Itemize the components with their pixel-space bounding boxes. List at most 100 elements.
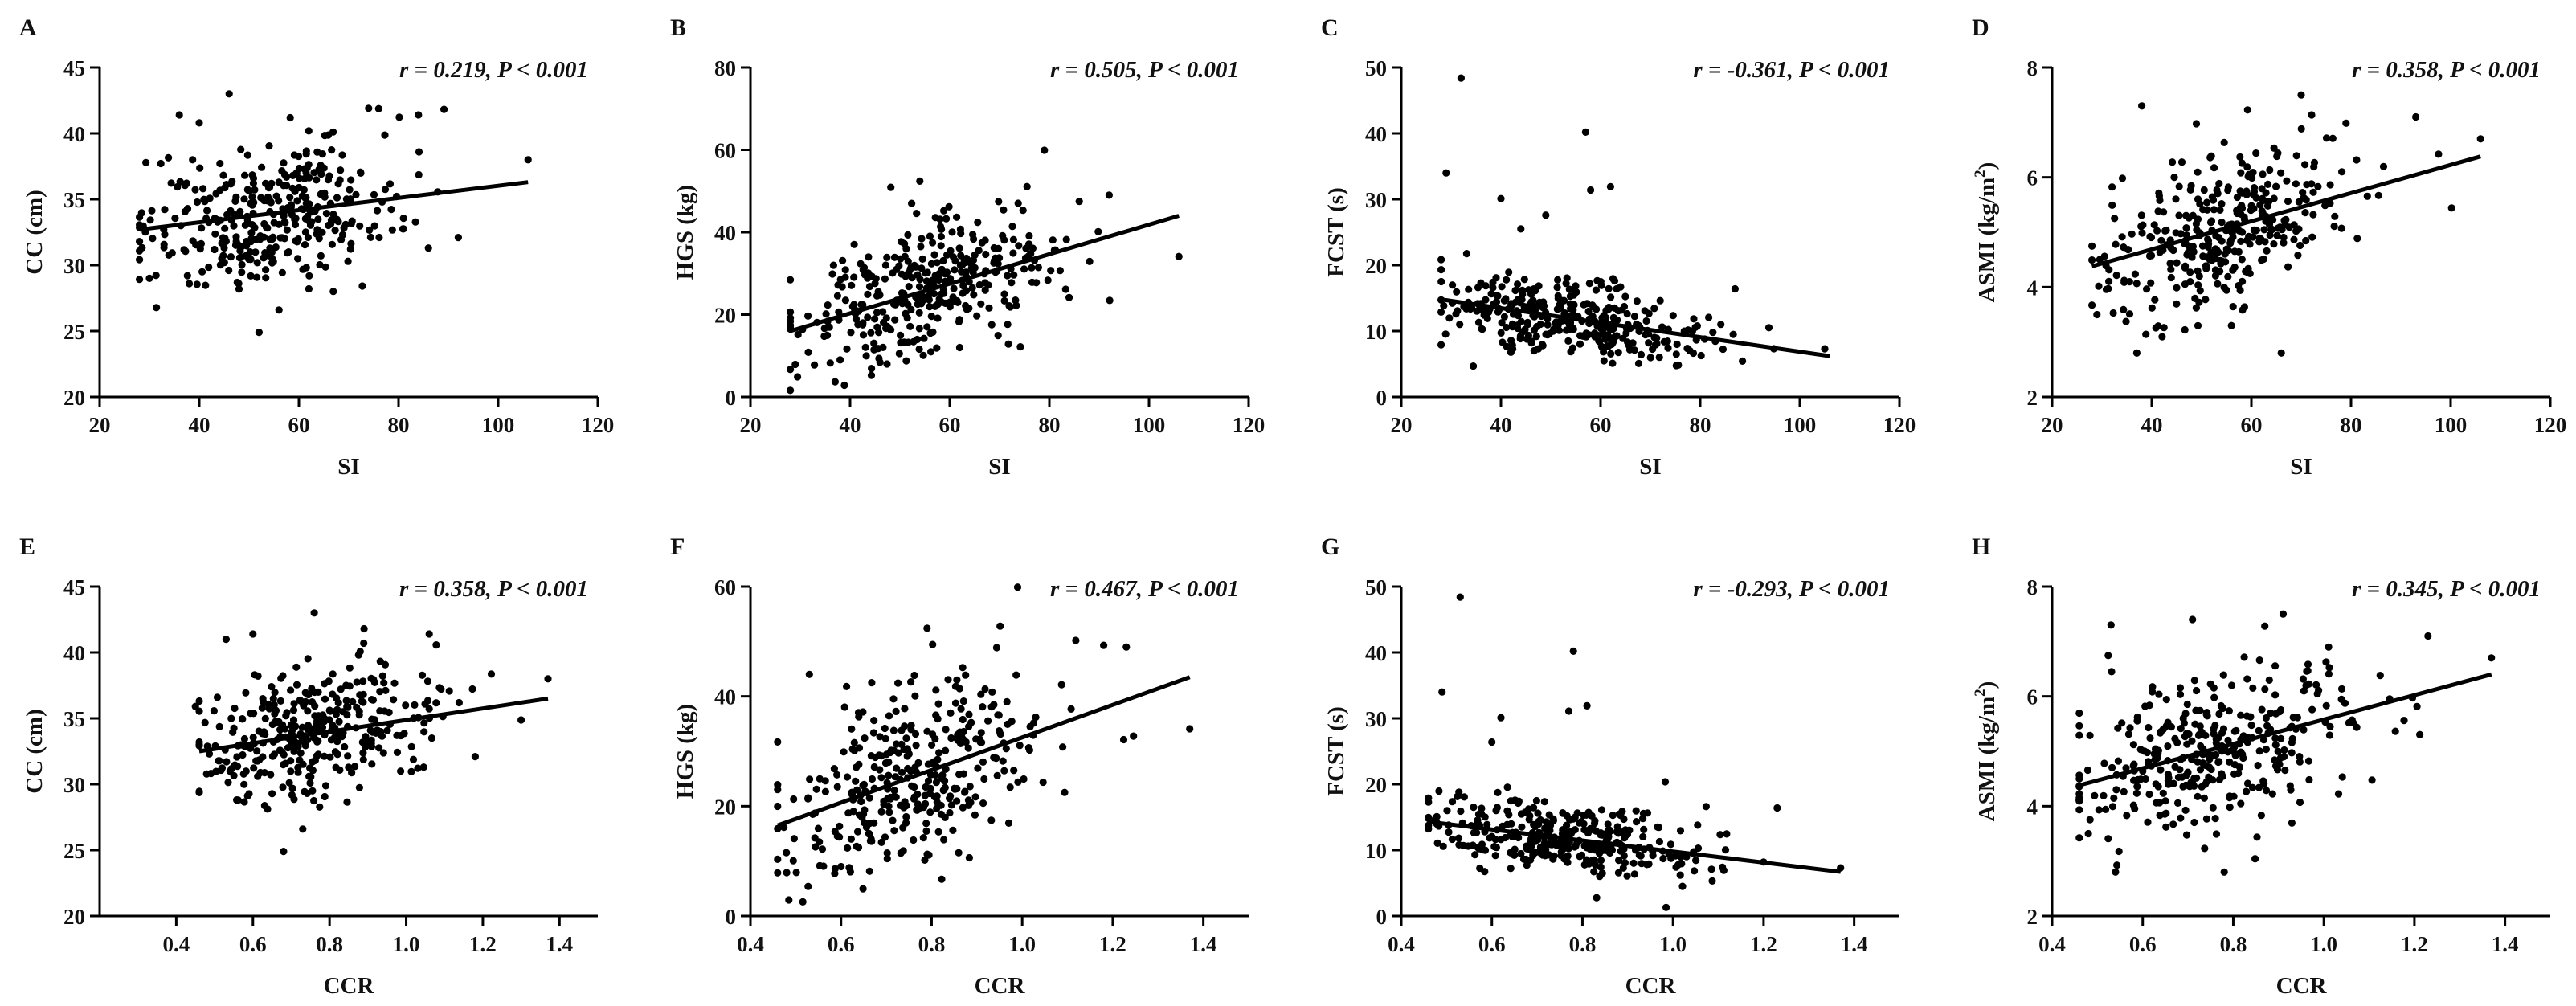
data-point bbox=[381, 131, 389, 139]
y-tick-label: 2 bbox=[2027, 386, 2038, 410]
data-point bbox=[1609, 339, 1617, 347]
data-point bbox=[959, 770, 967, 778]
data-point bbox=[1505, 268, 1513, 276]
data-point bbox=[236, 207, 244, 215]
data-point bbox=[1576, 340, 1584, 348]
data-point bbox=[278, 748, 286, 757]
data-point bbox=[294, 768, 302, 776]
data-point bbox=[269, 694, 277, 703]
data-point bbox=[1601, 313, 1609, 321]
y-tick-label: 20 bbox=[63, 905, 85, 929]
data-point bbox=[947, 709, 955, 718]
data-point bbox=[2129, 741, 2137, 749]
data-point bbox=[1106, 296, 1114, 305]
data-point bbox=[2105, 277, 2113, 285]
data-point bbox=[318, 228, 326, 236]
data-point bbox=[2233, 207, 2241, 215]
data-point bbox=[2280, 216, 2288, 224]
data-point bbox=[2147, 233, 2156, 242]
data-point bbox=[1731, 284, 1739, 293]
data-point bbox=[1486, 834, 1494, 842]
data-point bbox=[2200, 186, 2208, 194]
data-point bbox=[2157, 236, 2165, 244]
data-point bbox=[948, 228, 956, 236]
y-axis-label: ASMI (kg/m2) bbox=[1972, 681, 2000, 822]
data-point bbox=[2296, 758, 2304, 766]
data-point bbox=[961, 788, 969, 796]
data-point bbox=[265, 142, 273, 150]
data-point bbox=[310, 796, 318, 805]
data-point bbox=[859, 781, 867, 790]
data-point bbox=[260, 197, 268, 205]
data-point bbox=[864, 313, 872, 321]
data-point bbox=[999, 757, 1007, 765]
data-point bbox=[1493, 804, 1501, 812]
data-point bbox=[2156, 248, 2164, 256]
data-point bbox=[2240, 213, 2248, 221]
data-point bbox=[2331, 212, 2339, 220]
data-point bbox=[2211, 722, 2219, 730]
data-point bbox=[2368, 776, 2376, 784]
data-point bbox=[959, 664, 967, 672]
data-point bbox=[883, 253, 891, 261]
data-point bbox=[1659, 854, 1667, 863]
data-point bbox=[889, 269, 897, 277]
data-point bbox=[1015, 242, 1023, 250]
data-point bbox=[1623, 872, 1631, 880]
data-point bbox=[153, 304, 161, 312]
data-point bbox=[247, 710, 255, 718]
data-point bbox=[927, 348, 935, 356]
x-axis-label: SI bbox=[988, 454, 1010, 480]
data-point bbox=[1530, 285, 1538, 293]
data-point bbox=[1694, 844, 1703, 853]
data-point bbox=[1476, 864, 1484, 873]
data-point bbox=[241, 171, 249, 179]
regression-line bbox=[776, 675, 1191, 828]
data-point bbox=[1739, 357, 1747, 365]
data-point bbox=[1009, 235, 1017, 243]
data-point bbox=[2161, 810, 2169, 818]
data-point bbox=[2260, 226, 2268, 234]
data-point bbox=[2095, 282, 2103, 290]
data-point bbox=[1000, 296, 1008, 305]
data-point bbox=[941, 813, 949, 822]
data-point bbox=[2215, 710, 2223, 718]
data-points bbox=[787, 146, 1183, 395]
data-point bbox=[1565, 321, 1573, 329]
data-point bbox=[1654, 823, 1662, 831]
data-point bbox=[1649, 852, 1657, 860]
data-point bbox=[873, 309, 881, 317]
data-points bbox=[191, 609, 552, 856]
data-point bbox=[1580, 861, 1589, 869]
data-point bbox=[1012, 671, 1020, 679]
data-point bbox=[307, 773, 315, 781]
data-point bbox=[332, 763, 340, 771]
data-point bbox=[333, 738, 341, 746]
data-point bbox=[393, 748, 402, 757]
data-point bbox=[1600, 324, 1609, 332]
data-point bbox=[787, 386, 795, 395]
data-point bbox=[774, 869, 782, 877]
data-point bbox=[951, 785, 959, 793]
data-point bbox=[375, 744, 383, 752]
data-point bbox=[240, 195, 248, 203]
data-point bbox=[905, 283, 913, 291]
data-point bbox=[990, 701, 998, 709]
data-point bbox=[957, 705, 965, 713]
data-point bbox=[195, 742, 203, 750]
data-point bbox=[889, 816, 897, 824]
data-point bbox=[1518, 823, 1526, 831]
data-point bbox=[2255, 783, 2263, 791]
data-point bbox=[368, 760, 376, 768]
data-point bbox=[988, 688, 996, 697]
data-point bbox=[246, 248, 254, 256]
data-point bbox=[1459, 841, 1467, 849]
panel-label: C bbox=[1321, 14, 1339, 41]
y-tick-label: 0 bbox=[1376, 386, 1388, 410]
data-point bbox=[1535, 820, 1543, 828]
data-point bbox=[2412, 112, 2420, 121]
data-point bbox=[301, 738, 309, 746]
y-tick-label: 25 bbox=[63, 839, 85, 863]
data-point bbox=[1691, 867, 1699, 875]
data-point bbox=[275, 306, 283, 314]
